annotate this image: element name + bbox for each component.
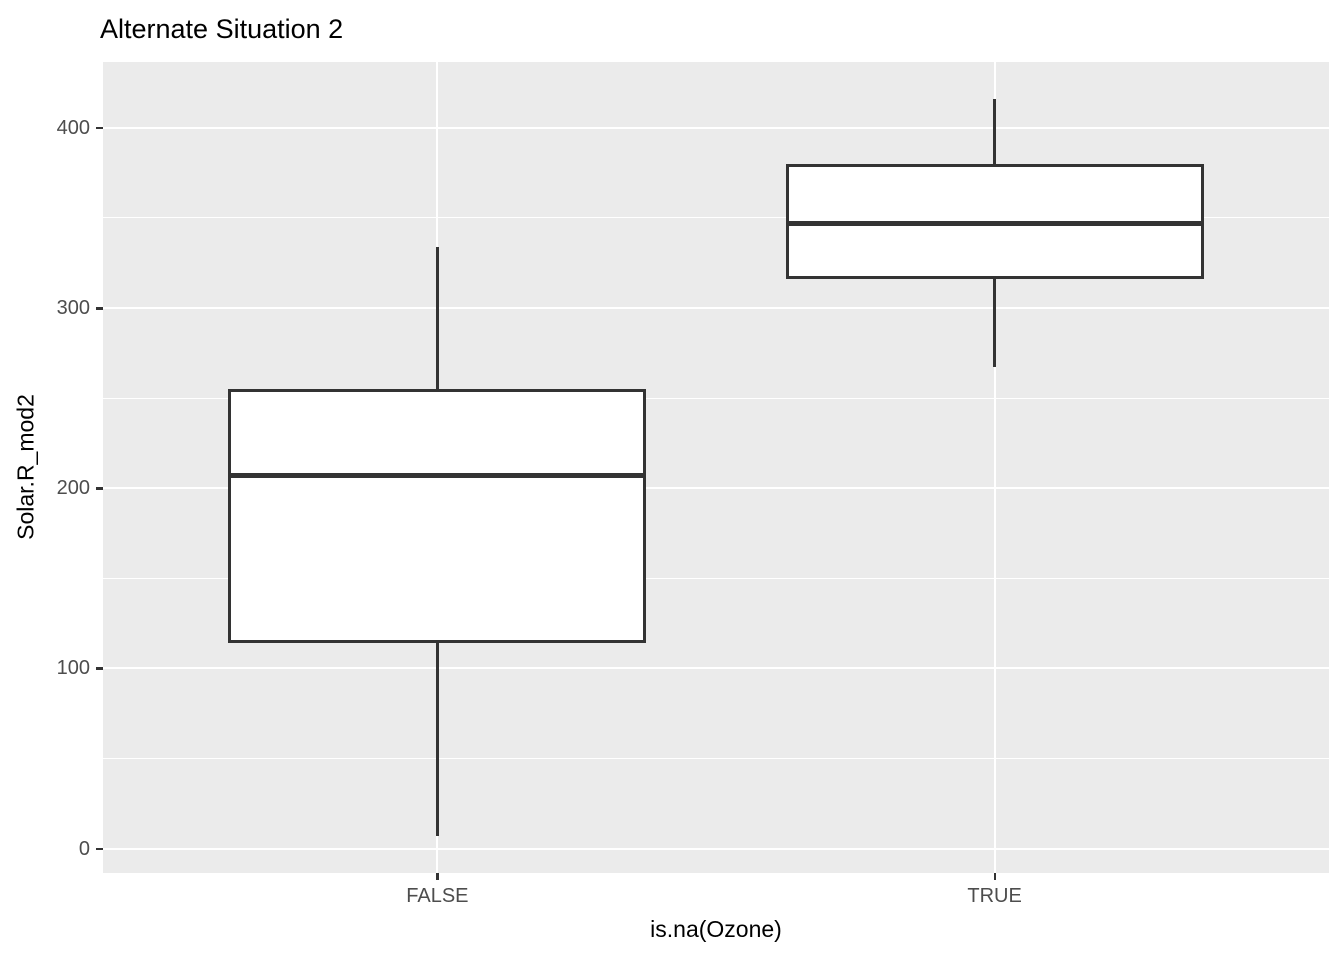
gridline-major-horizontal: [103, 307, 1329, 309]
gridline-major-horizontal: [103, 847, 1329, 850]
y-axis-tick-mark: [96, 126, 103, 130]
gridline-major-horizontal: [103, 487, 1329, 490]
gridline-major-horizontal: [103, 667, 1329, 670]
boxplot-lower-whisker: [435, 643, 439, 836]
y-axis-tick-mark: [96, 487, 103, 490]
boxplot-lower-whisker: [993, 279, 997, 368]
y-axis-tick-label: 0: [78, 837, 90, 860]
y-axis-tick-mark: [96, 667, 103, 670]
chart-title: Alternate Situation 2: [100, 14, 344, 44]
gridline-major-vertical: [993, 62, 996, 873]
boxplot-median-line: [231, 473, 644, 479]
y-axis-title: Solar.R_mod2: [12, 394, 39, 540]
y-axis-tick-label: 400: [56, 116, 90, 139]
y-axis-tick-label: 300: [56, 297, 90, 319]
gridline-major-horizontal: [103, 126, 1329, 129]
y-axis-tick-label: 100: [56, 657, 90, 680]
x-axis-title: is.na(Ozone): [650, 916, 782, 942]
gridline-minor-horizontal: [103, 217, 1329, 219]
y-axis-tick-mark: [96, 307, 103, 310]
plot-panel: [103, 62, 1329, 873]
x-axis-tick-label: FALSE: [406, 885, 469, 907]
boxplot-median-line: [788, 220, 1201, 226]
y-axis-tick-label: 200: [56, 477, 90, 500]
x-axis-tick-mark: [993, 873, 997, 880]
gridline-minor-horizontal: [103, 758, 1329, 760]
gridline-minor-horizontal: [103, 577, 1329, 579]
gridline-minor-horizontal: [103, 397, 1329, 399]
boxplot-upper-whisker: [993, 98, 997, 164]
x-axis-tick-mark: [436, 873, 439, 880]
boxplot-upper-whisker: [435, 246, 439, 390]
y-axis-tick-mark: [96, 847, 103, 851]
x-axis-tick-label: TRUE: [967, 885, 1022, 907]
boxplot-box: [228, 389, 647, 644]
